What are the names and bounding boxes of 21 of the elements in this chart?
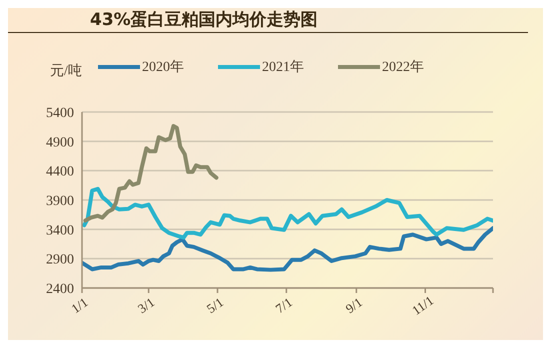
legend-label: 2022年 (381, 58, 424, 76)
y-tick-label: 5400 (46, 106, 74, 121)
x-tick-label: 7/1 (272, 294, 295, 316)
y-tick-label: 3900 (46, 194, 74, 209)
legend-label: 2021年 (261, 58, 304, 76)
y-tick-label: 2900 (46, 252, 74, 268)
x-tick-label: 11/1 (409, 292, 436, 318)
line-series (82, 186, 493, 240)
y-tick-label: 4400 (46, 164, 74, 180)
y-tick-label: 2400 (46, 282, 74, 297)
x-tick-label: 5/1 (204, 294, 226, 316)
x-tick-label: 9/1 (342, 294, 365, 316)
y-tick-label: 3400 (46, 223, 74, 238)
legend-label: 2020年 (141, 58, 184, 76)
x-tick-label: 1/1 (68, 294, 91, 316)
y-tick-label: 4900 (46, 135, 74, 150)
line-series (83, 124, 218, 223)
chart-title: 43%蛋白豆粕国内均价走势图 (90, 9, 318, 31)
line-series (82, 226, 493, 272)
x-tick-label: 3/1 (134, 294, 158, 316)
y-axis-title: 元/吨 (50, 62, 82, 80)
